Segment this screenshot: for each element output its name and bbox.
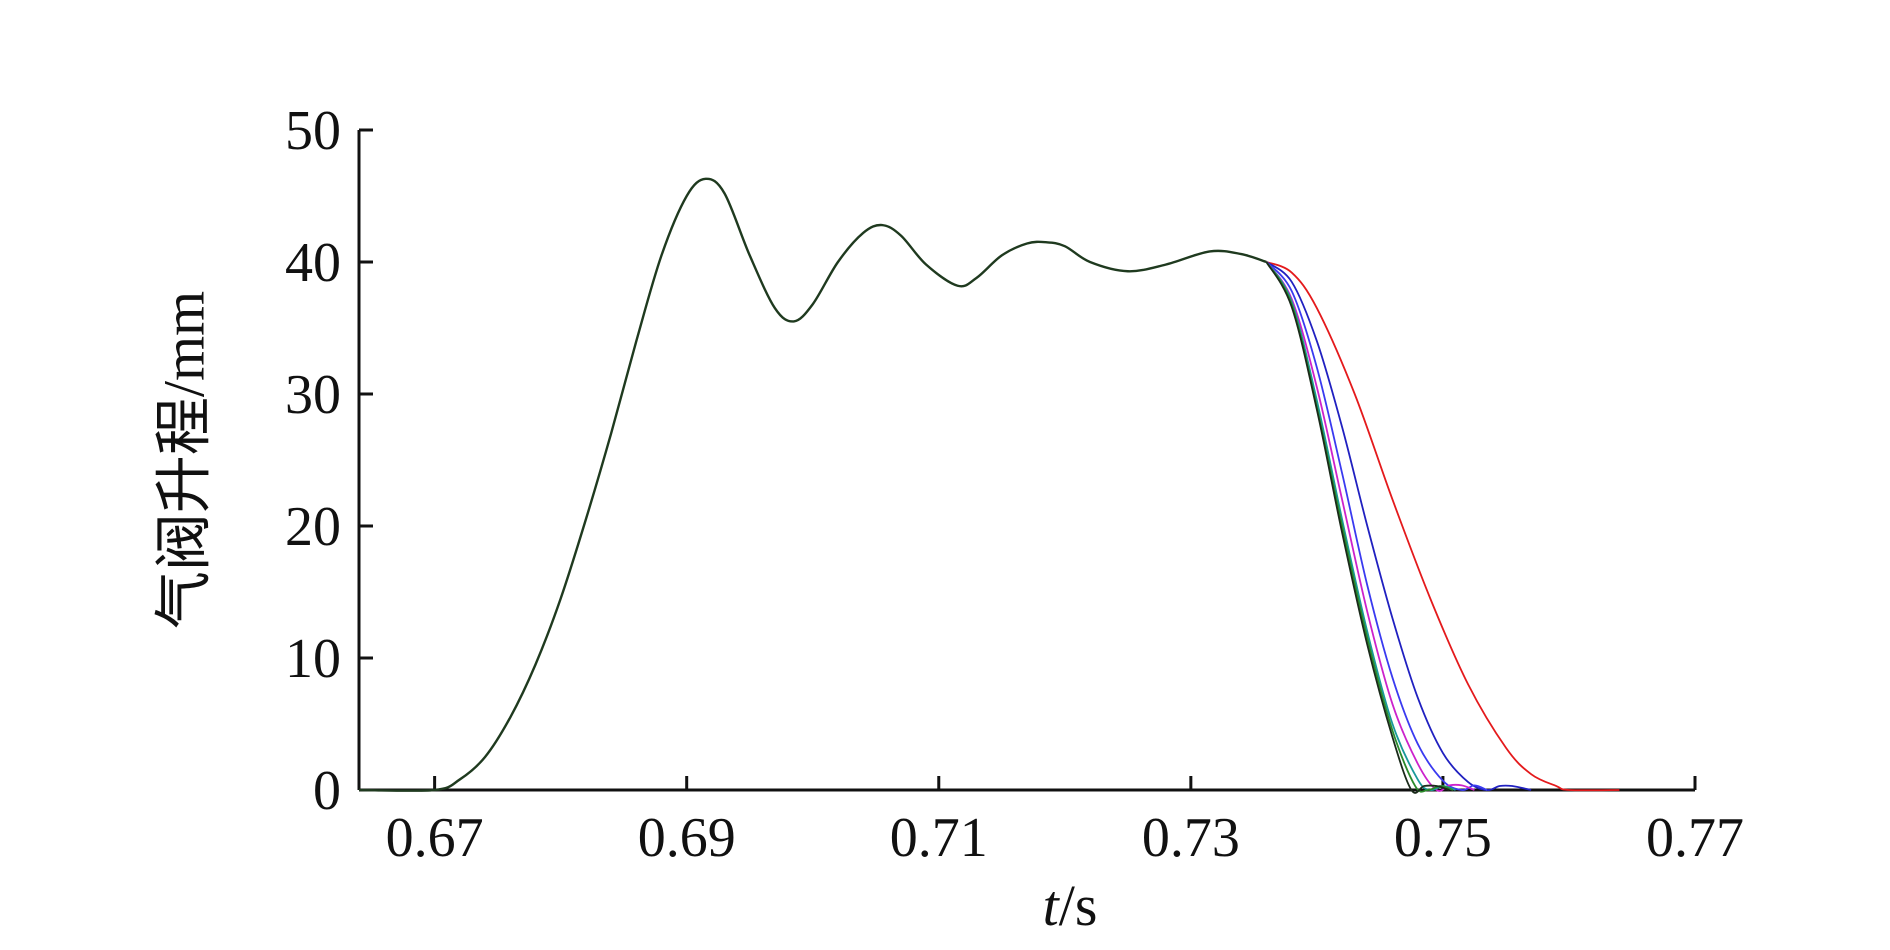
series-line-5 <box>1265 261 1456 792</box>
x-axis-title-var: t <box>1043 873 1061 938</box>
series-line-4 <box>1265 261 1475 792</box>
x-tick-label: 0.69 <box>638 807 736 869</box>
x-tick-label: 0.77 <box>1646 807 1744 869</box>
x-tick-label: 0.67 <box>386 807 484 869</box>
y-tick-label: 30 <box>285 364 341 426</box>
x-axis-title: t/s <box>1043 873 1098 938</box>
y-axis-title: 气阀升程/mm <box>151 291 216 629</box>
y-tick-label: 10 <box>285 628 341 690</box>
y-ticks: 0 10 20 30 40 50 <box>285 100 373 822</box>
series-line-2 <box>1265 261 1532 791</box>
y-tick-label: 0 <box>313 760 341 822</box>
y-tick-label: 50 <box>285 100 341 162</box>
axes <box>357 130 1695 792</box>
series-line-7 <box>1265 261 1450 794</box>
series-line-3 <box>1265 261 1488 791</box>
series-line-common <box>358 177 1267 792</box>
x-tick-label: 0.75 <box>1394 807 1492 869</box>
y-tick-label: 20 <box>285 496 341 558</box>
x-ticks: 0.67 0.69 0.71 0.73 0.75 0.77 <box>386 776 1744 869</box>
x-tick-label: 0.71 <box>890 807 988 869</box>
curves <box>358 177 1620 794</box>
x-tick-label: 0.73 <box>1142 807 1240 869</box>
series-line-6 <box>1265 261 1454 793</box>
series-line-1 <box>1266 261 1620 792</box>
y-tick-label: 40 <box>285 232 341 294</box>
x-axis-title-unit: /s <box>1059 873 1098 938</box>
